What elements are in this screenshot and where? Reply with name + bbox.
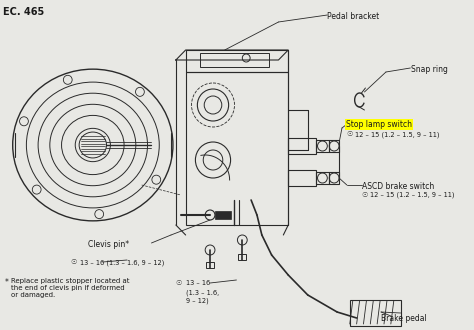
Bar bbox=[316, 140, 329, 152]
Bar bbox=[206, 262, 214, 268]
Text: ☉: ☉ bbox=[362, 192, 368, 198]
Text: Stop lamp switch: Stop lamp switch bbox=[346, 120, 412, 129]
Bar bbox=[201, 53, 269, 67]
Text: Pedal bracket: Pedal bracket bbox=[328, 12, 380, 21]
Text: *: * bbox=[5, 278, 9, 287]
Bar bbox=[186, 72, 288, 225]
Text: 13 – 16 (1.3 – 1.6, 9 – 12): 13 – 16 (1.3 – 1.6, 9 – 12) bbox=[80, 259, 164, 266]
Bar bbox=[329, 172, 339, 184]
Text: 12 – 15 (1.2 – 1.5, 9 – 11): 12 – 15 (1.2 – 1.5, 9 – 11) bbox=[370, 192, 455, 199]
Text: EC. 465: EC. 465 bbox=[3, 7, 44, 17]
Text: ☉: ☉ bbox=[70, 259, 77, 265]
Text: Brake pedal: Brake pedal bbox=[381, 314, 427, 323]
Bar bbox=[288, 138, 316, 154]
Text: 13 – 16: 13 – 16 bbox=[186, 280, 210, 286]
Bar bbox=[215, 211, 230, 219]
Text: 9 – 12): 9 – 12) bbox=[186, 298, 209, 305]
Bar bbox=[238, 254, 246, 260]
Text: Replace plastic stopper located at
the end of clevis pin if deformed
or damaged.: Replace plastic stopper located at the e… bbox=[11, 278, 129, 298]
Text: ☉: ☉ bbox=[176, 280, 182, 286]
Bar bbox=[186, 50, 288, 72]
Text: (1.3 – 1.6,: (1.3 – 1.6, bbox=[186, 289, 219, 295]
Bar bbox=[316, 172, 329, 184]
Text: ☉: ☉ bbox=[346, 131, 352, 137]
Bar bbox=[329, 140, 339, 152]
Text: 12 – 15 (1.2 – 1.5, 9 – 11): 12 – 15 (1.2 – 1.5, 9 – 11) bbox=[355, 131, 439, 138]
Text: Snap ring: Snap ring bbox=[411, 65, 448, 74]
Text: ASCD brake switch: ASCD brake switch bbox=[362, 182, 434, 191]
Text: Clevis pin*: Clevis pin* bbox=[88, 240, 129, 249]
Bar bbox=[350, 300, 401, 326]
Bar bbox=[288, 170, 316, 186]
